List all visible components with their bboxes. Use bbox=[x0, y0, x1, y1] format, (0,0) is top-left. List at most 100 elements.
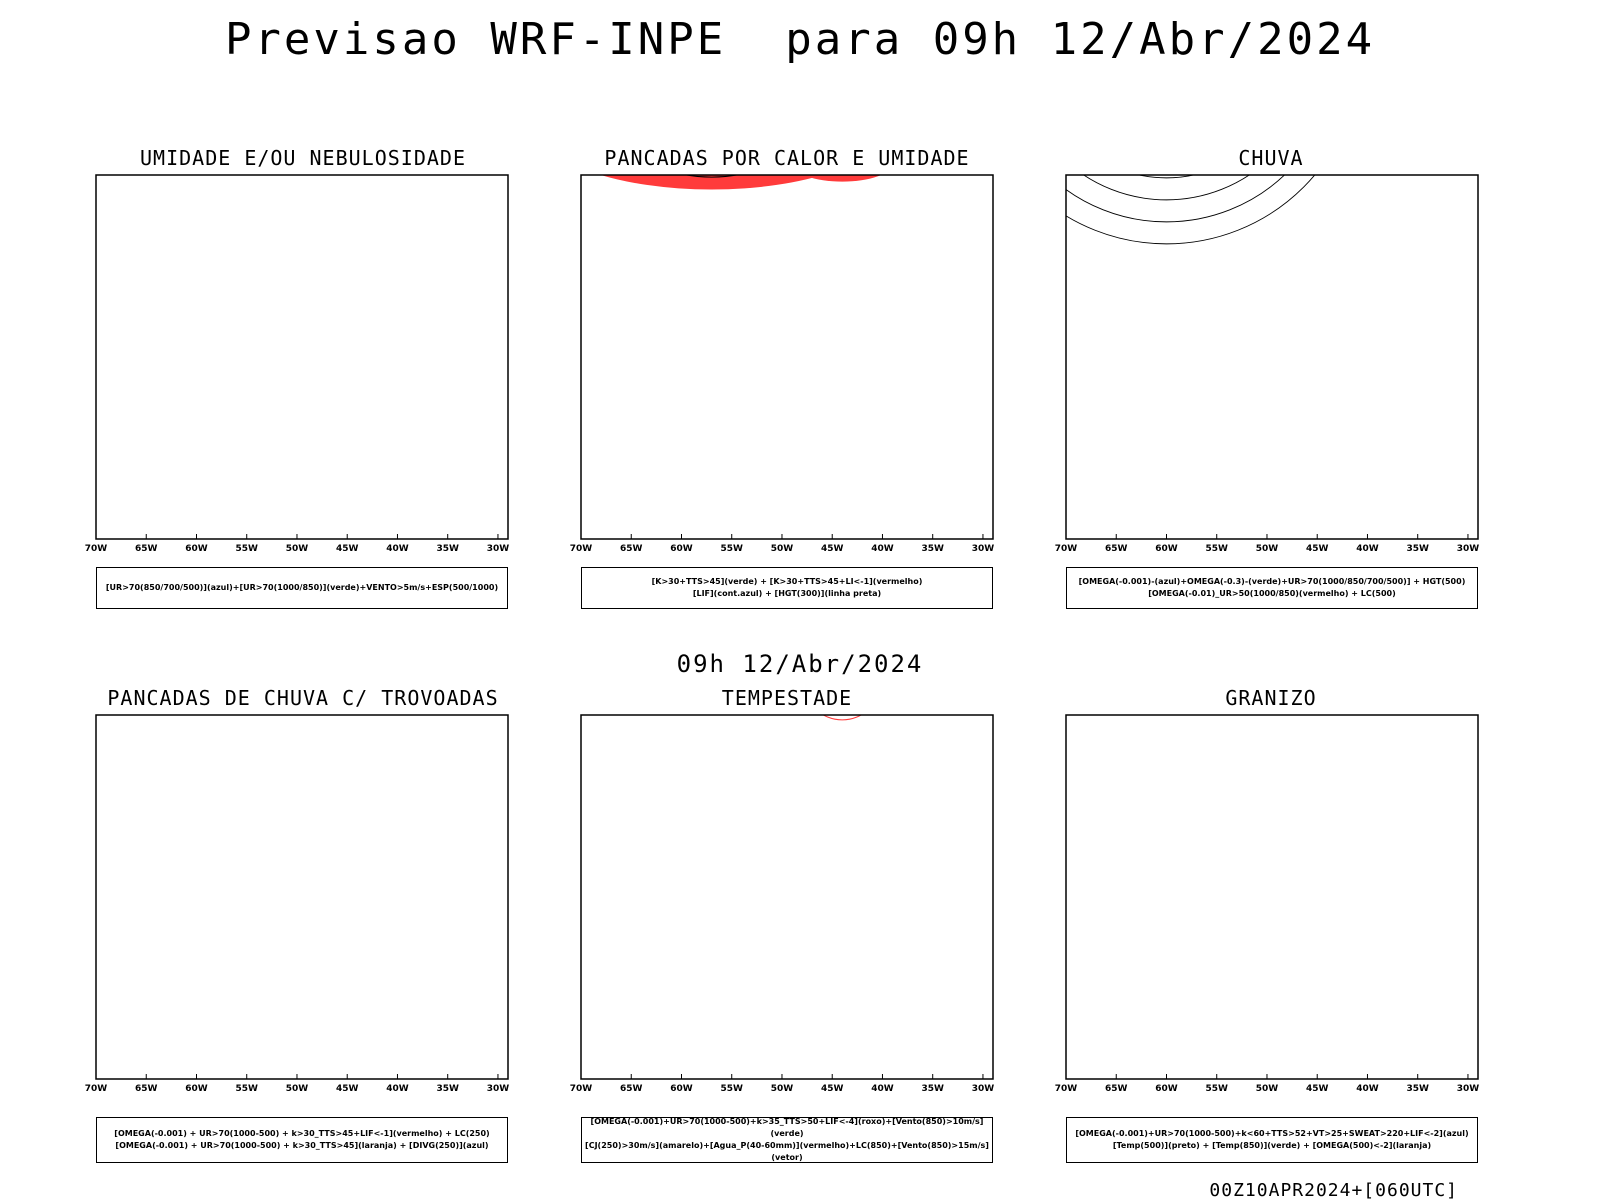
legend-line: [OMEGA(-0.01)_UR>50(1000/850)(vermelho) … bbox=[1148, 589, 1396, 598]
panel-title-tempestade: TEMPESTADE bbox=[721, 686, 853, 710]
lon-tick-label: 65W bbox=[135, 1084, 158, 1094]
lon-tick-label: 60W bbox=[1155, 544, 1178, 554]
map-umidade: 1012101610161016102010201024102410281024… bbox=[85, 174, 510, 554]
lon-tick-label: 50W bbox=[286, 544, 309, 554]
page-title: Previsao WRF-INPE para 09h 12/Abr/2024 bbox=[224, 14, 1376, 65]
map-background bbox=[1066, 715, 1478, 1079]
lon-tick-label: 55W bbox=[721, 544, 744, 554]
lon-tick-label: 70W bbox=[1055, 1084, 1078, 1094]
hgt500-contour bbox=[1083, 175, 1250, 201]
legend-granizo: [OMEGA(-0.001)+UR>70(1000-500)+k<60+TTS>… bbox=[1066, 1117, 1478, 1163]
map-content: 9680968096009520944093609280952096009440… bbox=[581, 175, 993, 539]
lon-tick-label: 40W bbox=[871, 544, 894, 554]
map-chuva: 588582576570564588582576573570567 70W 65W 6… bbox=[1055, 170, 1480, 554]
legend-line: [Temp(500)](preto) + [Temp(850)](verde) … bbox=[1112, 1141, 1432, 1150]
lon-tick-label: 60W bbox=[670, 544, 693, 554]
lon-tick-label: 70W bbox=[85, 1084, 108, 1094]
panel-title-umidade: UMIDADE E/OU NEBULOSIDADE bbox=[139, 146, 467, 170]
legend-line: [OMEGA(-0.001) + UR>70(1000-500) + k>30_… bbox=[114, 1129, 490, 1138]
lon-tick-label: 70W bbox=[1055, 544, 1078, 554]
lon-tick-label: 60W bbox=[670, 1084, 693, 1094]
legend-line: [OMEGA(-0.001)+UR>70(1000-500)+k>35_TTS>… bbox=[590, 1117, 984, 1138]
panel-title-granizo: GRANIZO bbox=[1225, 686, 1317, 710]
legend-line: [OMEGA(-0.001)-(azul)+OMEGA(-0.3)-(verde… bbox=[1078, 577, 1466, 586]
lon-tick-label: 70W bbox=[85, 544, 108, 554]
lon-tick-label: 70W bbox=[570, 1084, 593, 1094]
lon-tick-label: 35W bbox=[436, 544, 459, 554]
lon-tick-label: 55W bbox=[1206, 1084, 1229, 1094]
lon-tick-label: 55W bbox=[236, 1084, 259, 1094]
hgt500-contour bbox=[1137, 175, 1196, 179]
legend-tempestade: [OMEGA(-0.001)+UR>70(1000-500)+k>35_TTS>… bbox=[581, 1117, 993, 1163]
lon-tick-label: 40W bbox=[386, 1084, 409, 1094]
lon-tick-label: 30W bbox=[487, 544, 510, 554]
legend-trovoadas: [OMEGA(-0.001) + UR>70(1000-500) + k>30_… bbox=[96, 1117, 508, 1163]
lon-tick-label: 40W bbox=[1356, 544, 1379, 554]
lon-tick-label: 55W bbox=[1206, 544, 1229, 554]
lon-tick-label: 45W bbox=[821, 544, 844, 554]
lon-tick-label: 40W bbox=[871, 1084, 894, 1094]
lon-tick-label: 55W bbox=[721, 1084, 744, 1094]
lon-tick-label: 60W bbox=[185, 1084, 208, 1094]
legend-umidade: [UR>70(850/700/500)](azul)+[UR>70(1000/8… bbox=[96, 567, 508, 609]
lon-tick-label: 55W bbox=[236, 544, 259, 554]
omega-ur-shade bbox=[1458, 170, 1478, 172]
hgt500-contour bbox=[1066, 175, 1316, 245]
hgt500-contour bbox=[1066, 175, 1286, 223]
lon-tick-label: 30W bbox=[972, 1084, 995, 1094]
lon-tick-label: 65W bbox=[620, 544, 643, 554]
lon-tick-label: 30W bbox=[1457, 544, 1480, 554]
map-frame bbox=[580, 714, 994, 1080]
instability-shade bbox=[803, 175, 881, 182]
lon-tick-label: 65W bbox=[1105, 544, 1128, 554]
legend-chuva: [OMEGA(-0.001)-(azul)+OMEGA(-0.3)-(verde… bbox=[1066, 567, 1478, 609]
lon-tick-label: 45W bbox=[1306, 544, 1329, 554]
lon-tick-label: 50W bbox=[771, 1084, 794, 1094]
lon-tick-label: 60W bbox=[1155, 1084, 1178, 1094]
lon-tick-label: 30W bbox=[972, 544, 995, 554]
map-background bbox=[581, 715, 993, 1079]
panel-title-pancadas-calor: PANCADAS POR CALOR E UMIDADE bbox=[604, 146, 970, 170]
map-background bbox=[1066, 175, 1478, 539]
legend-line: [LIF](cont.azul) + [HGT(300)](linha pret… bbox=[692, 589, 882, 598]
map-background bbox=[581, 175, 993, 539]
map-background bbox=[96, 175, 508, 539]
lon-tick-label: 35W bbox=[1406, 544, 1429, 554]
map-frame bbox=[1065, 714, 1479, 1080]
map-content: 1512151821121521 bbox=[1066, 715, 1478, 1079]
legend-line: [OMEGA(-0.001) + UR>70(1000-500) + k>30_… bbox=[115, 1141, 489, 1150]
map-granizo: 1512151821121521 70W 65W 60W 55W 50W 45W 40W 35W… bbox=[1055, 714, 1480, 1094]
legend-pancadas-calor: [K>30+TTS>45](verde) + [K>30+TTS>45+LI<-… bbox=[581, 567, 993, 609]
map-tempestade: 40404070W65W60W55W50W45W40W35W30W12S15S1… bbox=[570, 710, 995, 1094]
map-content: 588582576570564588582576573570567 bbox=[1066, 170, 1478, 539]
lon-tick-label: 70W bbox=[570, 544, 593, 554]
lon-tick-label: 40W bbox=[386, 544, 409, 554]
lon-tick-label: 40W bbox=[1356, 1084, 1379, 1094]
map-trovoadas: 70W65W60W55W50W45W40W35W30W12S15S18S21S2… bbox=[85, 714, 510, 1094]
lon-tick-label: 50W bbox=[771, 544, 794, 554]
hgt300-contour bbox=[683, 175, 740, 178]
mid-time-label: 09h 12/Abr/2024 bbox=[676, 650, 924, 678]
map-frame bbox=[1065, 174, 1479, 540]
map-background bbox=[96, 715, 508, 1079]
lon-tick-label: 30W bbox=[487, 1084, 510, 1094]
run-footer: 00Z10APR2024+[060UTC] bbox=[1209, 1180, 1458, 1201]
panel-title-chuva: CHUVA bbox=[1238, 146, 1304, 170]
map-content: 1012101610161016102010201024102410281024… bbox=[96, 175, 508, 539]
precipitable-water-contour bbox=[822, 715, 863, 721]
lon-tick-label: 45W bbox=[336, 1084, 359, 1094]
lon-tick-label: 45W bbox=[1306, 1084, 1329, 1094]
instability-shade bbox=[600, 175, 823, 190]
map-pancadas-calor: 9680968096009520944093609280952096009440… bbox=[570, 174, 995, 554]
lon-tick-label: 30W bbox=[1457, 1084, 1480, 1094]
lon-tick-label: 35W bbox=[436, 1084, 459, 1094]
precipitable-water-contour bbox=[762, 710, 822, 711]
lon-tick-label: 65W bbox=[620, 1084, 643, 1094]
lon-tick-label: 35W bbox=[921, 1084, 944, 1094]
lon-tick-label: 50W bbox=[1256, 544, 1279, 554]
map-frame bbox=[95, 714, 509, 1080]
lon-tick-label: 45W bbox=[336, 544, 359, 554]
lon-tick-label: 65W bbox=[135, 544, 158, 554]
map-content bbox=[96, 715, 508, 1079]
lon-tick-label: 60W bbox=[185, 544, 208, 554]
